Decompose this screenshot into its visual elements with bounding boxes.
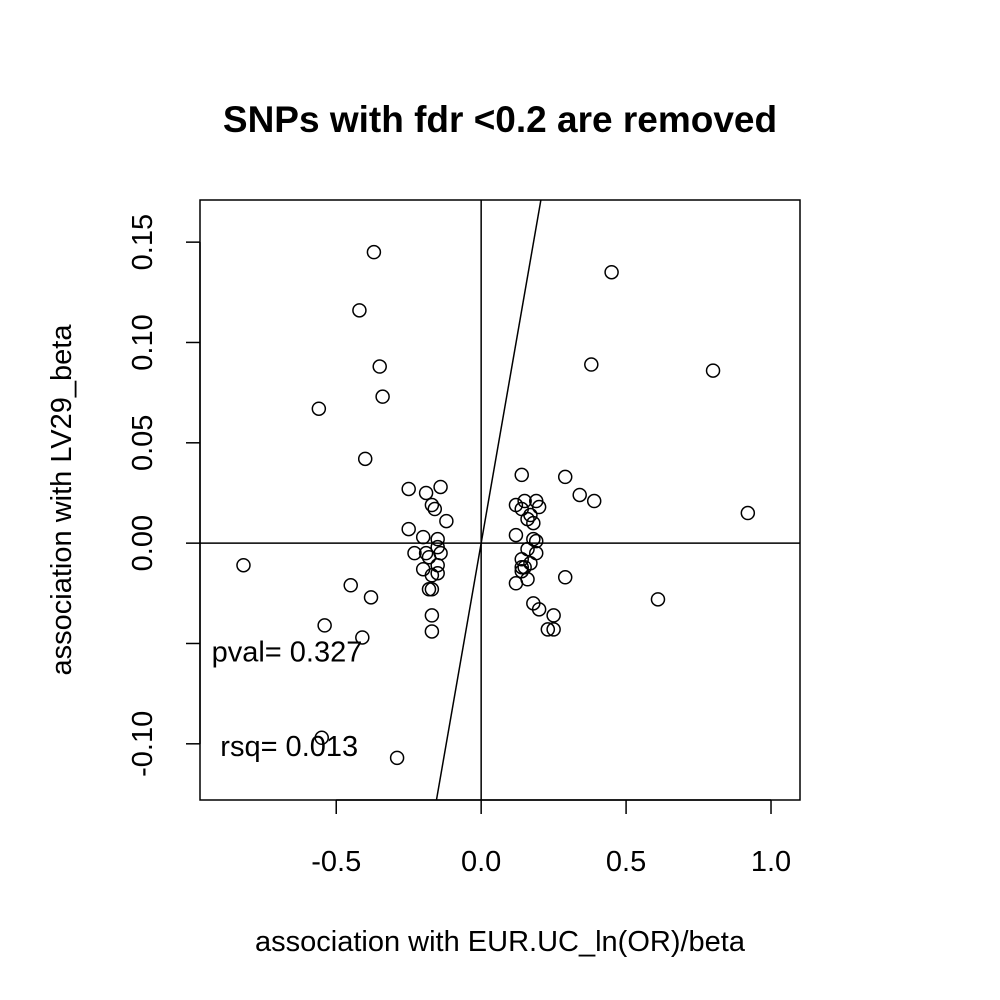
scatter-point <box>355 630 370 645</box>
x-axis-label: association with EUR.UC_ln(OR)/beta <box>255 926 746 958</box>
x-tick-label: -0.5 <box>311 846 361 878</box>
scatter-point <box>514 467 529 483</box>
scatter-point <box>407 545 422 561</box>
scatter-point <box>540 622 556 637</box>
scatter-point <box>546 622 561 637</box>
annotations: pval= 0.327 rsq= 0.013 <box>212 637 363 763</box>
scatter-point <box>650 592 666 607</box>
x-axis: -0.5 0.0 0.5 1.0 <box>311 799 791 878</box>
scatter-point <box>424 568 440 583</box>
scatter-point <box>430 565 445 581</box>
scatter-point <box>375 389 390 404</box>
scatter-point <box>357 451 373 467</box>
fit-line-group <box>435 199 542 801</box>
scatter-point <box>557 469 573 485</box>
scatter-point <box>514 559 529 575</box>
scatter-point <box>317 618 332 633</box>
y-axis-label: association with LV29_beta <box>46 324 78 676</box>
data-points <box>236 244 756 766</box>
scatter-point <box>424 624 440 639</box>
x-tick-label: 0.5 <box>606 846 646 878</box>
scatter-point <box>439 513 454 529</box>
scatter-point <box>401 521 416 537</box>
scatter-point <box>433 479 448 495</box>
scatter-point <box>421 549 437 565</box>
scatter-point <box>372 359 387 374</box>
scatter-point <box>415 529 431 545</box>
scatter-point <box>427 501 443 517</box>
scatter-point <box>430 557 445 573</box>
scatter-point <box>418 485 434 501</box>
scatter-point <box>352 303 367 318</box>
scatter-point <box>424 497 440 513</box>
scatter-point <box>705 363 721 378</box>
scatter-point <box>424 582 440 597</box>
y-tick-label: 0.15 <box>127 214 159 270</box>
y-axis: -0.10 0.00 0.05 0.10 0.15 <box>127 214 201 777</box>
scatter-point <box>424 608 440 623</box>
y-tick-label: -0.10 <box>127 711 159 777</box>
y-tick-label: 0.05 <box>127 415 159 471</box>
scatter-point <box>546 608 561 623</box>
scatter-point <box>314 730 329 746</box>
scatter-point <box>343 578 358 593</box>
y-tick-label: 0.00 <box>127 515 159 571</box>
regression-fit-line <box>435 199 542 801</box>
scatter-point <box>523 507 538 523</box>
scatter-point <box>508 576 524 591</box>
scatter-point <box>514 551 529 567</box>
scatter-point <box>418 545 434 561</box>
scatter-point <box>572 487 587 503</box>
scatter-point <box>401 481 416 497</box>
scatter-point <box>740 505 756 521</box>
scatter-point <box>557 570 573 585</box>
scatter-point <box>363 590 379 605</box>
scatter-point <box>584 357 599 372</box>
chart-title: SNPs with fdr <0.2 are removed <box>223 99 777 140</box>
scatter-point <box>366 244 382 260</box>
scatter-point <box>517 493 532 509</box>
plot-area-frame <box>199 199 801 801</box>
scatter-point <box>586 493 602 509</box>
y-tick-label: 0.10 <box>127 314 159 370</box>
scatter-point <box>421 582 437 597</box>
scatter-point <box>236 557 251 573</box>
stat-annotation: pval= 0.327 <box>212 637 363 669</box>
scatter-point <box>526 515 541 531</box>
scatter-point <box>311 401 327 416</box>
scatter-point <box>531 499 547 515</box>
reference-lines <box>200 200 800 800</box>
scatter-point <box>604 264 619 280</box>
stat-annotation: rsq= 0.013 <box>220 731 358 763</box>
scatter-point <box>415 561 431 577</box>
scatter-point <box>531 602 547 617</box>
scatter-point <box>430 531 445 547</box>
x-tick-label: 1.0 <box>751 846 791 878</box>
x-tick-label: 0.0 <box>461 846 501 878</box>
scatter-point <box>508 527 524 543</box>
scatter-point <box>389 750 405 766</box>
scatter-point <box>528 533 544 549</box>
